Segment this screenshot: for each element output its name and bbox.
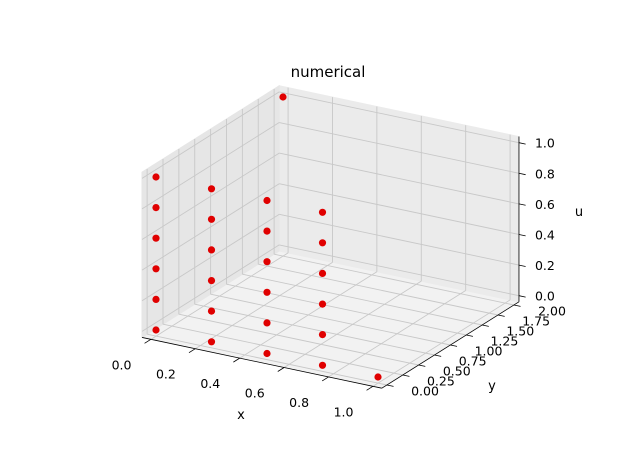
y-tick-label: 0.75 xyxy=(459,354,487,369)
data-point xyxy=(263,258,271,266)
z-tick-mark xyxy=(518,264,526,267)
x-tick-mark xyxy=(233,357,240,363)
x-axis-label: x xyxy=(237,408,245,423)
data-point xyxy=(263,288,271,296)
data-point xyxy=(318,300,327,308)
z-tick-label: 0.8 xyxy=(535,166,555,181)
data-point xyxy=(263,319,271,327)
x-tick-mark xyxy=(144,338,152,344)
y-gridline-floor xyxy=(178,313,419,366)
z-gridline-back xyxy=(279,213,520,266)
data-point xyxy=(207,307,216,315)
data-point xyxy=(207,277,216,285)
y-gridline-floor xyxy=(210,293,451,346)
z-tick-mark xyxy=(518,234,526,237)
x-tick-label: 0.0 xyxy=(112,357,132,372)
data-point xyxy=(263,227,271,235)
data-point xyxy=(318,208,327,216)
z-tick-label: 0.0 xyxy=(535,289,555,304)
data-point xyxy=(207,338,216,346)
data-point xyxy=(152,234,160,242)
y-gridline-floor xyxy=(162,323,403,376)
data-point xyxy=(152,295,160,303)
data-point xyxy=(152,173,160,181)
z-tick-mark xyxy=(518,172,526,176)
y-gridline-floor xyxy=(274,253,514,306)
y-gridline-floor xyxy=(147,333,387,386)
data-point xyxy=(374,373,382,381)
data-point xyxy=(152,204,160,212)
z-gridline-back xyxy=(279,122,520,174)
z-gridline-side xyxy=(141,244,280,332)
y-tick-mark xyxy=(386,384,394,387)
z-tick-mark xyxy=(518,142,526,145)
data-point xyxy=(263,196,271,205)
z-tick-mark xyxy=(518,203,526,206)
data-point xyxy=(263,349,271,358)
x-tick-mark xyxy=(188,348,196,354)
z-gridline-side xyxy=(141,152,280,240)
x-tick-mark xyxy=(366,385,374,391)
y-gridline-floor xyxy=(258,263,499,316)
y-tick-mark xyxy=(513,304,521,307)
chart-title: numerical xyxy=(291,63,366,81)
y-tick-mark xyxy=(497,314,505,317)
data-point xyxy=(152,326,160,334)
data-point xyxy=(318,239,327,247)
z-gridline-back xyxy=(279,152,520,205)
y-tick-label: 1.50 xyxy=(506,324,534,339)
grid-lines xyxy=(141,87,520,387)
y-gridline-floor xyxy=(242,273,483,326)
y-tick-mark xyxy=(418,364,426,367)
z-axis-label: u xyxy=(575,205,583,220)
z-tick-mark xyxy=(518,295,526,298)
data-point xyxy=(318,331,327,339)
x-tick-label: 0.6 xyxy=(245,386,265,401)
y-axis-label: y xyxy=(488,379,496,394)
z-gridline-back xyxy=(279,183,520,235)
y-gridline-floor xyxy=(194,303,435,356)
y-tick-label: 1.00 xyxy=(475,344,503,359)
y-tick-label: 1.25 xyxy=(490,334,518,349)
z-tick-label: 0.4 xyxy=(535,227,555,242)
y-tick-label: 1.75 xyxy=(522,314,550,329)
data-point xyxy=(152,265,160,273)
z-tick-label: 1.0 xyxy=(535,136,555,151)
z-gridline-side xyxy=(141,213,280,302)
data-point xyxy=(279,93,287,101)
z-tick-label: 0.6 xyxy=(535,197,555,212)
x-tick-label: 0.4 xyxy=(200,376,220,391)
y-tick-label: 0.25 xyxy=(427,374,455,389)
scatter-points xyxy=(152,93,382,381)
y-tick-mark xyxy=(450,344,458,347)
z-gridline-side xyxy=(141,91,280,179)
x-tick-mark xyxy=(321,376,329,382)
tick-labels: 0.00.20.40.60.81.00.000.250.500.751.001.… xyxy=(112,136,566,420)
y-tick-mark xyxy=(434,354,442,357)
y-tick-mark xyxy=(466,334,473,337)
x-tick-label: 0.8 xyxy=(289,395,309,410)
y-tick-mark xyxy=(482,324,489,327)
data-point xyxy=(318,361,327,369)
y-tick-label: 0.00 xyxy=(411,384,439,399)
z-gridline-side xyxy=(141,183,280,271)
data-point xyxy=(318,269,327,277)
x-axis-line xyxy=(141,337,382,389)
z-gridline-back xyxy=(279,244,520,297)
z-tick-label: 0.2 xyxy=(535,258,555,273)
data-point xyxy=(207,215,216,223)
y-tick-label: 2.00 xyxy=(538,304,566,319)
z-gridline-side xyxy=(141,122,280,210)
x-tick-label: 1.0 xyxy=(334,404,354,419)
x-tick-mark xyxy=(277,367,285,372)
z-gridline-back xyxy=(279,91,520,144)
x-tick-label: 0.2 xyxy=(156,367,176,382)
data-point xyxy=(207,246,216,254)
data-point xyxy=(207,185,216,193)
y-tick-label: 0.50 xyxy=(443,364,471,379)
y-tick-mark xyxy=(402,374,410,377)
